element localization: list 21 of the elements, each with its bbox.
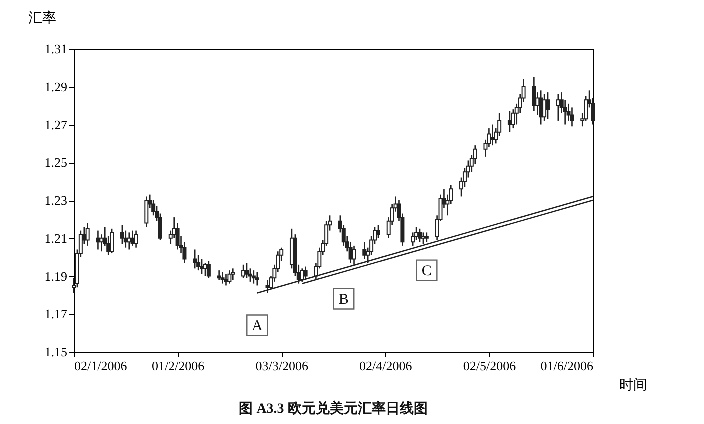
annotation: C xyxy=(422,264,432,280)
x-tick-label: 01/2/2006 xyxy=(152,358,206,374)
y-tick-label: 1.23 xyxy=(44,193,68,208)
y-tick-label: 1.31 xyxy=(44,42,68,56)
x-tick-label: 02/5/2006 xyxy=(463,358,517,374)
y-tick-label: 1.25 xyxy=(44,155,68,170)
x-tick-label: 02/1/2006 xyxy=(74,358,128,374)
y-tick-label: 1.17 xyxy=(44,306,68,322)
y-axis-title: 汇率 xyxy=(28,10,56,26)
x-axis-title: 时间 xyxy=(620,378,648,394)
text: 图 A3.3 欧元兑美元汇率日线图 xyxy=(239,400,428,417)
x-tick-label: 02/4/2006 xyxy=(360,358,413,374)
annotation: A xyxy=(252,318,263,334)
y-tick-label: 1.29 xyxy=(44,79,68,94)
y-tick-label: 1.21 xyxy=(44,230,68,246)
x-tick-label: 03/3/2006 xyxy=(256,358,309,374)
annotation: B xyxy=(338,292,349,308)
y-tick-label: 1.15 xyxy=(44,344,68,360)
y-tick-label: 1.19 xyxy=(44,268,68,284)
x-tick-label: 01/6/2006 xyxy=(540,358,594,374)
y-tick-label: 1.27 xyxy=(44,117,68,132)
